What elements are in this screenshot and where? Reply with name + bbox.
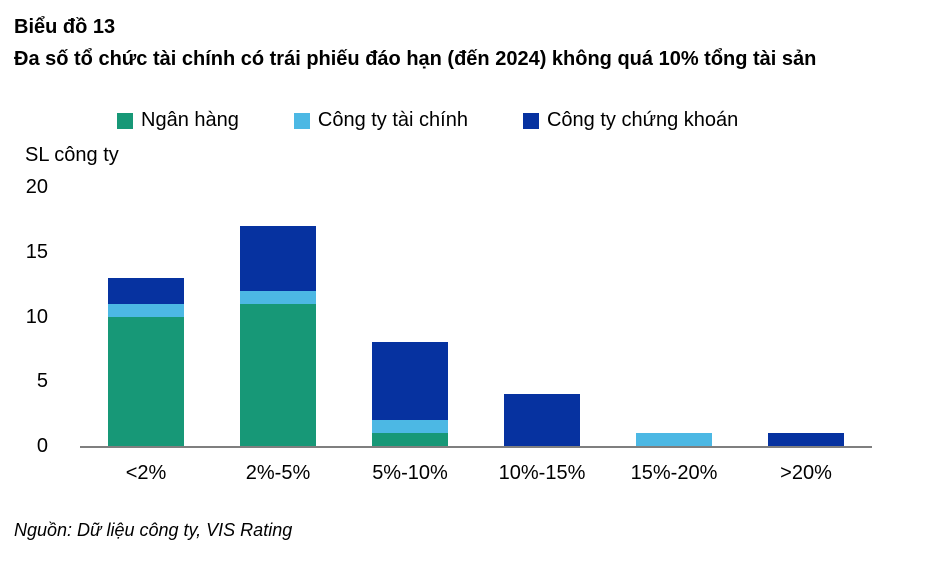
x-tick-label: 2%-5% [245,462,311,484]
bar-segment [240,225,316,291]
legend-item-3: Công ty chứng khoán [522,109,739,132]
plot-area [80,187,872,448]
stacked-bar [240,225,316,446]
bar-segment [108,316,184,446]
bar-segment [240,290,316,304]
bar-segment [768,433,844,446]
source-note: Nguồn: Dữ liệu công ty, VIS Rating [14,520,293,540]
x-tick-label: 15%-20% [630,462,718,484]
bar-slot [344,187,476,446]
bar-segment [372,420,448,434]
y-axis-title: SL công ty [25,144,119,166]
y-tick-label: 10 [25,305,48,328]
bar-segment [372,433,448,446]
chart-title: Đa số tổ chức tài chính có trái phiếu đá… [14,48,817,70]
bar-slot [476,187,608,446]
legend-swatch-icon [522,112,539,129]
stacked-bar [372,342,448,446]
legend-label: Công ty chứng khoán [546,109,739,131]
bar-slot [212,187,344,446]
bar-slot [608,187,740,446]
stacked-bar [636,433,712,446]
y-tick-label: 5 [36,370,48,393]
y-tick-label: 0 [36,435,48,457]
x-tick-label: >20% [780,462,832,484]
x-axis-labels: <2% 2%-5% 5%-10% 10%-15% 15%-20% >20% [80,462,872,485]
legend-label: Công ty tài chính [317,109,468,131]
bar-segment [108,303,184,317]
legend-swatch-icon [293,112,310,129]
stacked-bar [504,394,580,446]
chart-area: 0 5 10 15 20 [0,176,948,457]
legend-label: Ngân hàng [141,109,239,131]
bar-segment [108,277,184,304]
chart-legend: Ngân hàng Công ty tài chính Công ty chứng … [117,109,738,132]
y-tick-label: 20 [25,176,48,198]
legend-item-1: Ngân hàng [117,109,239,132]
legend-item-2: Công ty tài chính [293,109,468,132]
figure-number: Biểu đồ 13 [14,16,116,38]
bar-segment [372,342,448,421]
legend-swatch-icon [117,112,133,129]
bar-segment [240,303,316,446]
bar-slot [740,187,872,446]
stacked-bar [108,277,184,446]
x-tick-label: 10%-15% [498,462,586,484]
x-tick-label: <2% [125,462,167,484]
stacked-bar [768,433,844,446]
bar-segment [504,394,580,446]
bar-segment [636,433,712,446]
bar-slot [80,187,212,446]
y-tick-label: 15 [25,240,48,263]
x-tick-label: 5%-10% [372,462,448,484]
